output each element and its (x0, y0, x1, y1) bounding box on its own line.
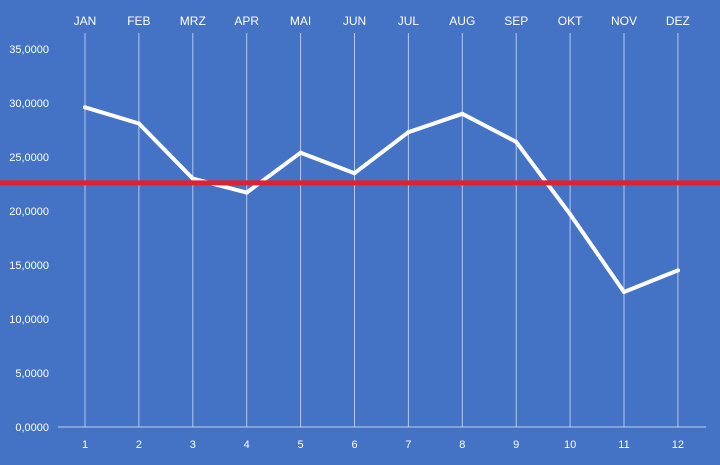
data-point (298, 150, 303, 155)
x-tick-label: 7 (405, 439, 411, 451)
y-tick-label: 5,0000 (15, 368, 49, 380)
x-tick-label: 6 (351, 439, 357, 451)
x-tick-label: 3 (190, 439, 196, 451)
month-label: OKT (558, 14, 583, 28)
data-point (190, 176, 195, 181)
month-label: NOV (611, 14, 637, 28)
x-tick-label: 5 (298, 439, 304, 451)
data-point (83, 105, 87, 110)
month-label: DEZ (666, 14, 690, 28)
x-tick-label: 2 (136, 439, 142, 451)
month-label: AUG (449, 14, 475, 28)
x-tick-label: 8 (459, 439, 465, 451)
data-point (514, 139, 519, 144)
month-label: SEP (504, 14, 528, 28)
series-line (83, 105, 680, 294)
x-tick-label: 12 (672, 439, 684, 451)
x-tick-label: 4 (244, 439, 250, 451)
data-point (675, 268, 680, 273)
y-tick-label: 30,0000 (9, 98, 49, 110)
data-point (406, 130, 411, 135)
y-tick-label: 25,0000 (9, 152, 49, 164)
month-label: MAI (290, 14, 311, 28)
x-tick-label: 10 (564, 439, 576, 451)
x-tick-label: 11 (618, 439, 629, 451)
y-tick-label: 20,0000 (9, 206, 49, 218)
data-point (568, 212, 573, 217)
data-point (244, 190, 249, 195)
data-point (136, 121, 141, 126)
y-tick-label: 35,0000 (9, 44, 49, 56)
x-tick-label: 9 (513, 439, 519, 451)
month-label: JUL (398, 14, 420, 28)
month-label: APR (234, 14, 259, 28)
data-point (622, 290, 626, 294)
month-label: JUN (343, 14, 366, 28)
month-label: FEB (127, 14, 150, 28)
y-tick-label: 15,0000 (9, 260, 49, 272)
month-label: MRZ (180, 14, 206, 28)
month-label: JAN (74, 14, 97, 28)
data-point (460, 111, 465, 116)
data-point (352, 171, 357, 176)
y-tick-label: 0,0000 (15, 422, 49, 434)
x-tick-label: 1 (82, 439, 88, 451)
y-tick-label: 10,0000 (9, 314, 49, 326)
